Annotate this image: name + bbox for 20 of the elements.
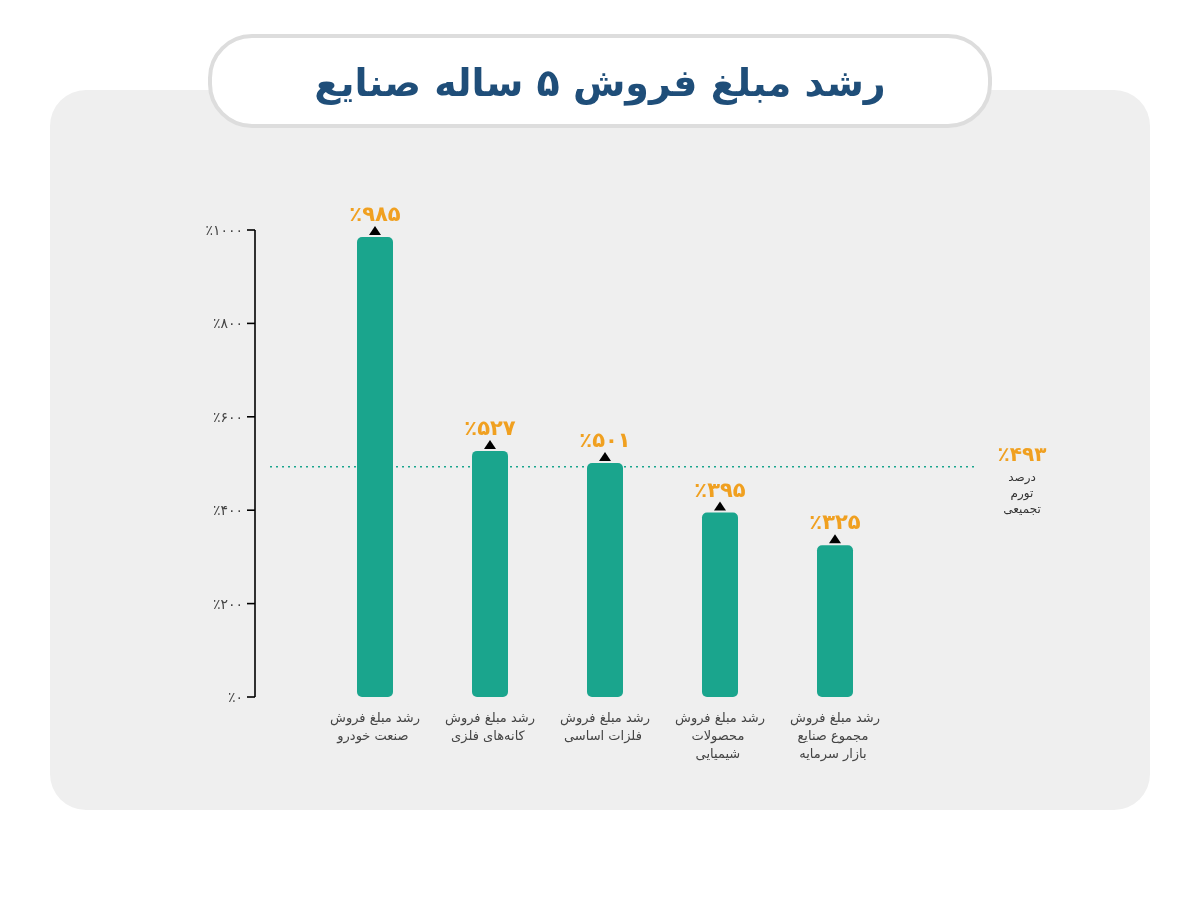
x-tick-label: رشد مبلغ فروش کانه‌های فلزی [445, 710, 535, 744]
x-tick-label: رشد مبلغ فروش مجموع صنایع بازار سرمایه [790, 710, 880, 762]
bar [817, 545, 853, 697]
y-tick-label: ٪۶۰۰ [212, 408, 243, 425]
data-label: ٪۵۰۱ [579, 428, 631, 453]
data-label: ٪۵۲۷ [464, 415, 516, 440]
data-label: ٪۳۹۵ [694, 477, 746, 502]
y-tick-label: ٪۰ [227, 689, 243, 705]
y-tick-label: ٪۴۰۰ [212, 502, 243, 519]
data-label: ٪۳۲۵ [809, 510, 861, 535]
x-tick-label: رشد مبلغ فروش صنعت خودرو [330, 710, 420, 744]
y-tick-label: ٪۸۰۰ [212, 315, 243, 332]
y-tick-label: ٪۲۰۰ [212, 595, 243, 612]
chart-title: رشد مبلغ فروش ۵ ساله صنایع [314, 61, 886, 106]
bar [702, 512, 738, 697]
x-tick-label: رشد مبلغ فروش محصولات شیمیایی [675, 710, 765, 761]
data-label: ٪۹۸۵ [349, 202, 401, 227]
y-tick-label: ٪۱۰۰۰ [205, 222, 243, 238]
ref-line-label: ٪۴۹۳ درصد تورم تجمیعی [997, 441, 1047, 516]
x-tick-label: رشد مبلغ فروش فلزات اساسی [560, 710, 650, 744]
